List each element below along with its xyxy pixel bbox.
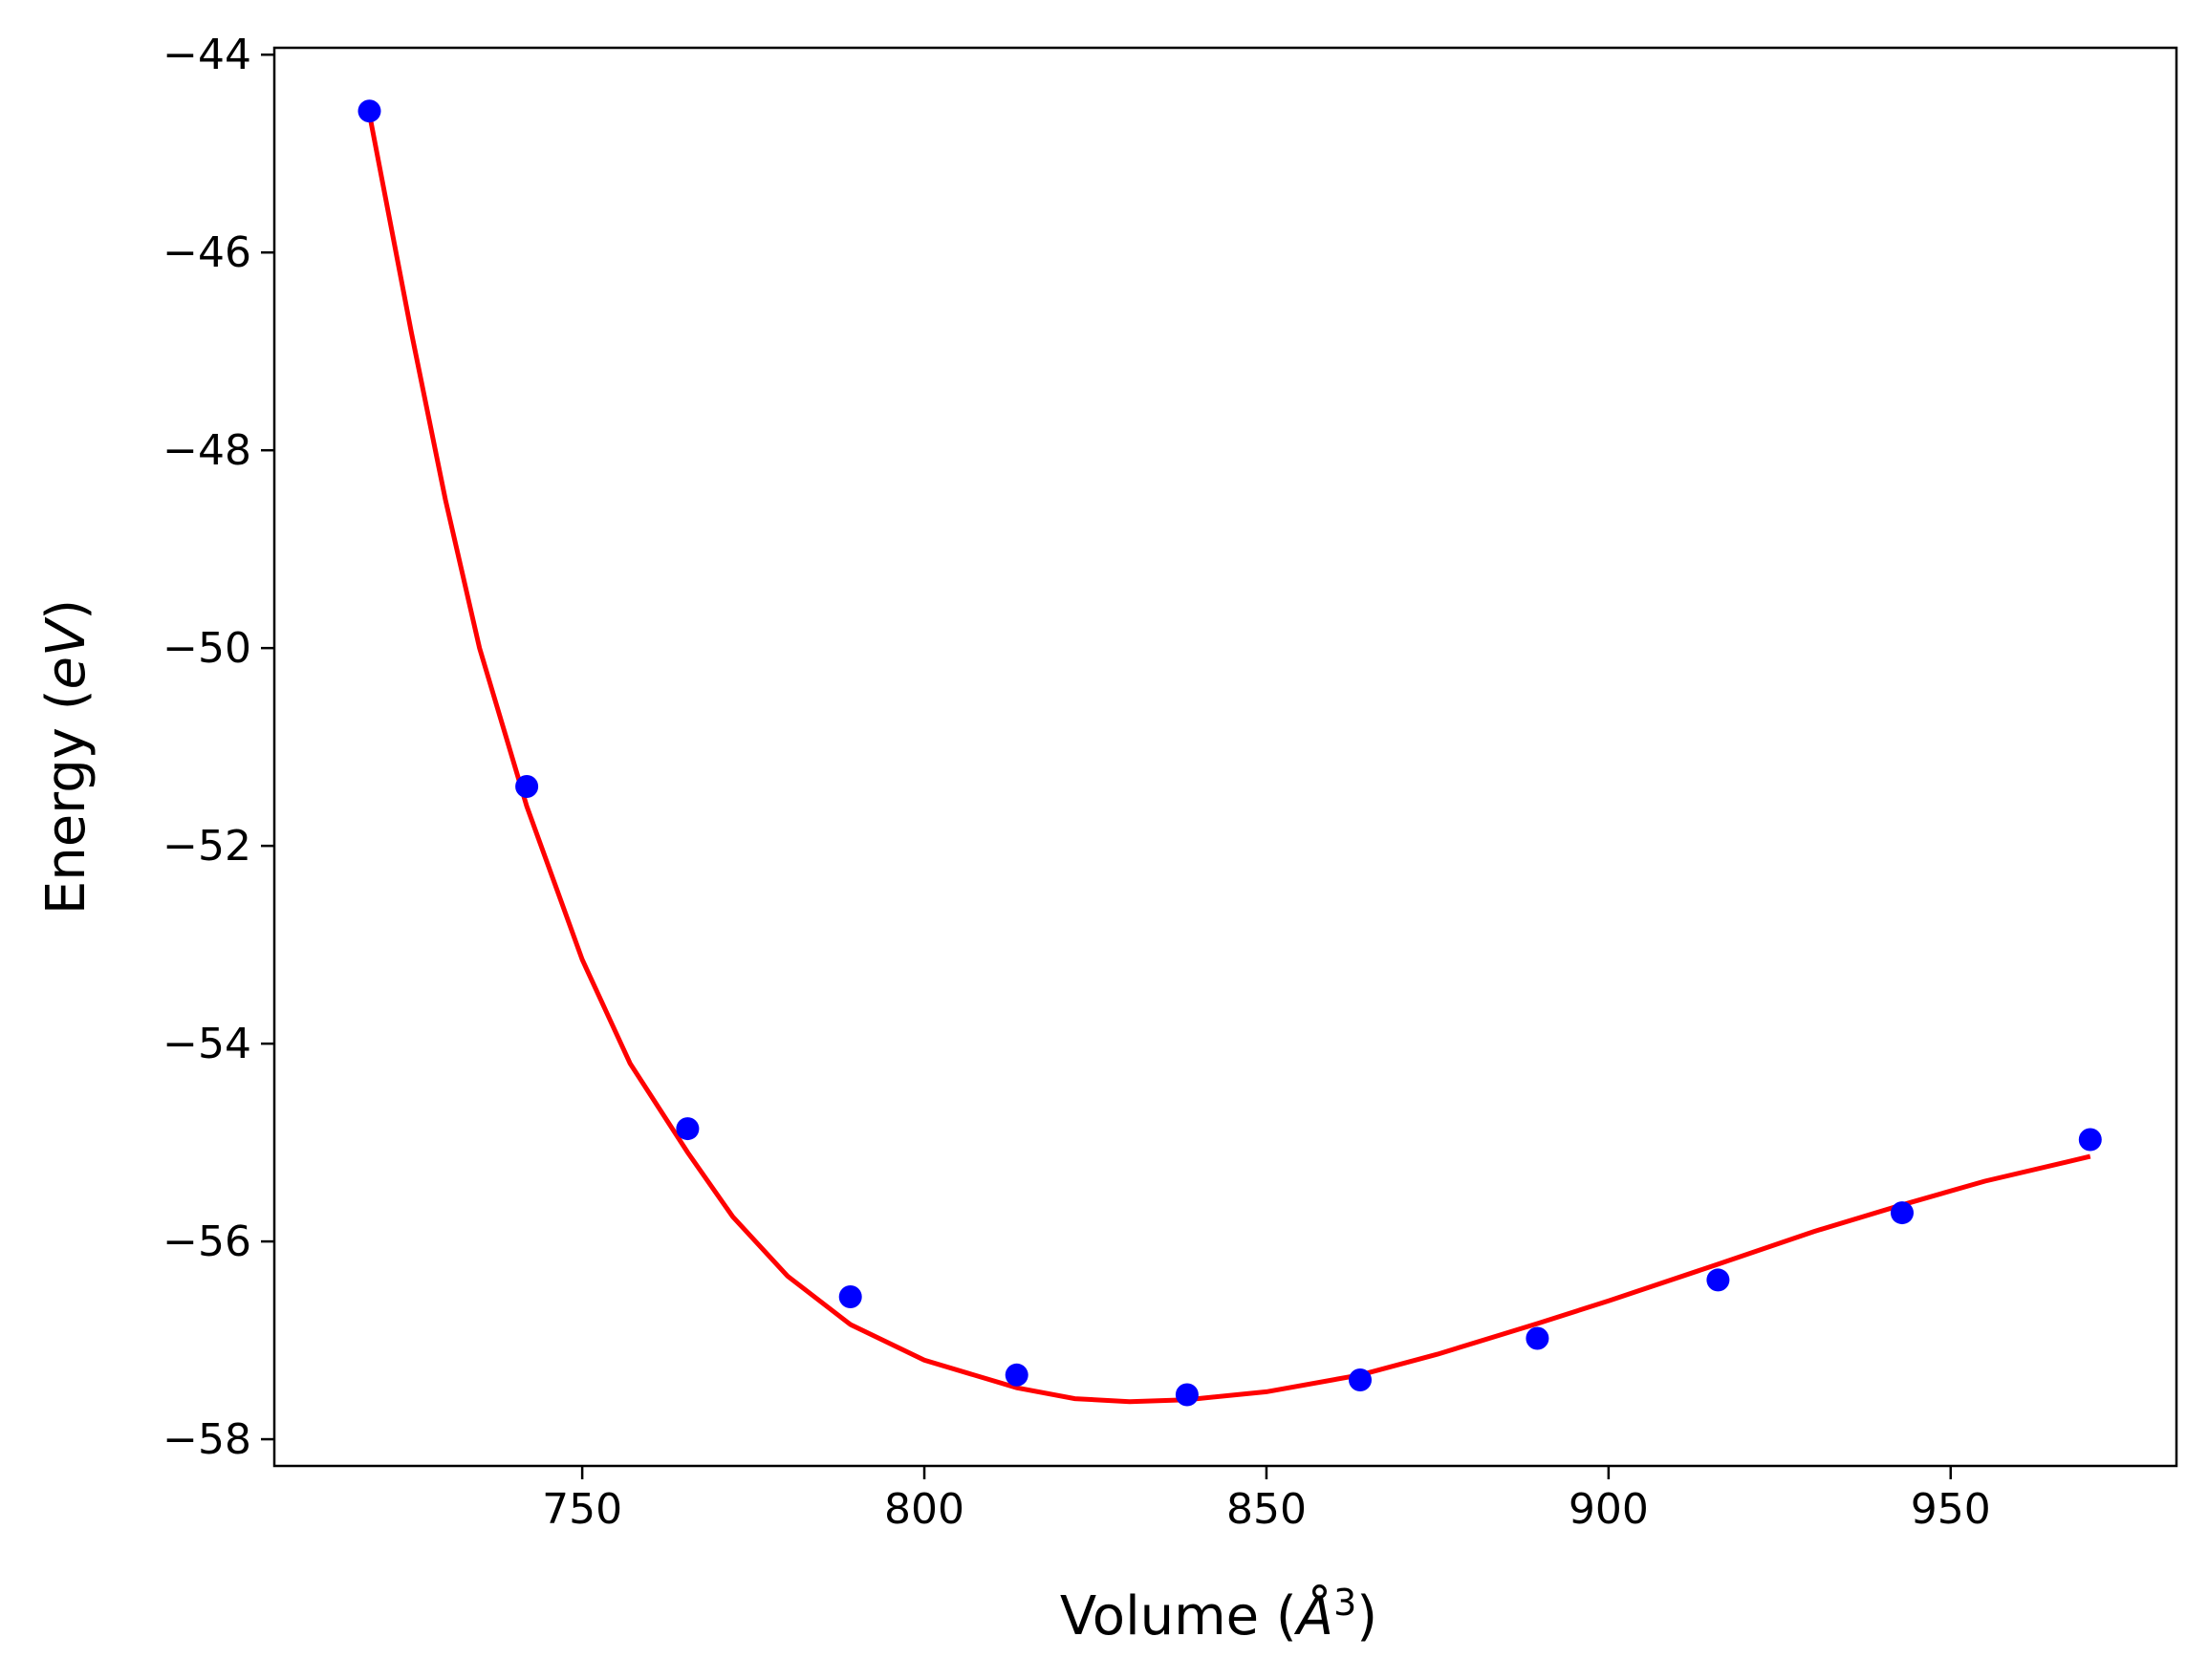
data-points: [357, 99, 2102, 1407]
data-point: [1175, 1383, 1199, 1407]
x-tick-label: 900: [1569, 1485, 1649, 1534]
y-tick-label: −44: [162, 31, 251, 79]
x-tick-label: 950: [1911, 1485, 1991, 1534]
data-point: [1891, 1201, 1914, 1225]
y-axis-label: Energy (eV): [35, 599, 97, 915]
data-point: [1005, 1363, 1028, 1387]
data-point: [1349, 1368, 1372, 1391]
y-tick-label: −58: [162, 1415, 251, 1464]
data-point: [1706, 1268, 1730, 1292]
data-point: [515, 775, 539, 798]
y-tick-label: −54: [162, 1020, 251, 1068]
y-tick-label: −50: [162, 624, 251, 673]
data-point: [838, 1285, 862, 1308]
x-tick-label: 750: [542, 1485, 622, 1534]
data-point: [357, 99, 381, 123]
data-point: [2078, 1128, 2102, 1152]
x-axis-ticks: 750 800 850 900 950: [542, 1466, 1991, 1534]
y-axis-ticks: −44 −46 −48 −50 −52 −54 −56 −58: [162, 31, 274, 1464]
x-axis-label: Volume (Å3): [1060, 1582, 1377, 1648]
data-point: [1526, 1326, 1549, 1350]
y-tick-label: −56: [162, 1217, 251, 1266]
y-tick-label: −46: [162, 228, 251, 277]
x-tick-label: 850: [1226, 1485, 1307, 1534]
fit-curve: [367, 113, 2091, 1405]
plot-area: [357, 99, 2102, 1407]
data-point: [676, 1117, 700, 1141]
x-tick-label: 800: [884, 1485, 964, 1534]
y-tick-label: −48: [162, 426, 251, 475]
axes-frame: [272, 46, 2178, 1468]
y-tick-label: −52: [162, 822, 251, 871]
